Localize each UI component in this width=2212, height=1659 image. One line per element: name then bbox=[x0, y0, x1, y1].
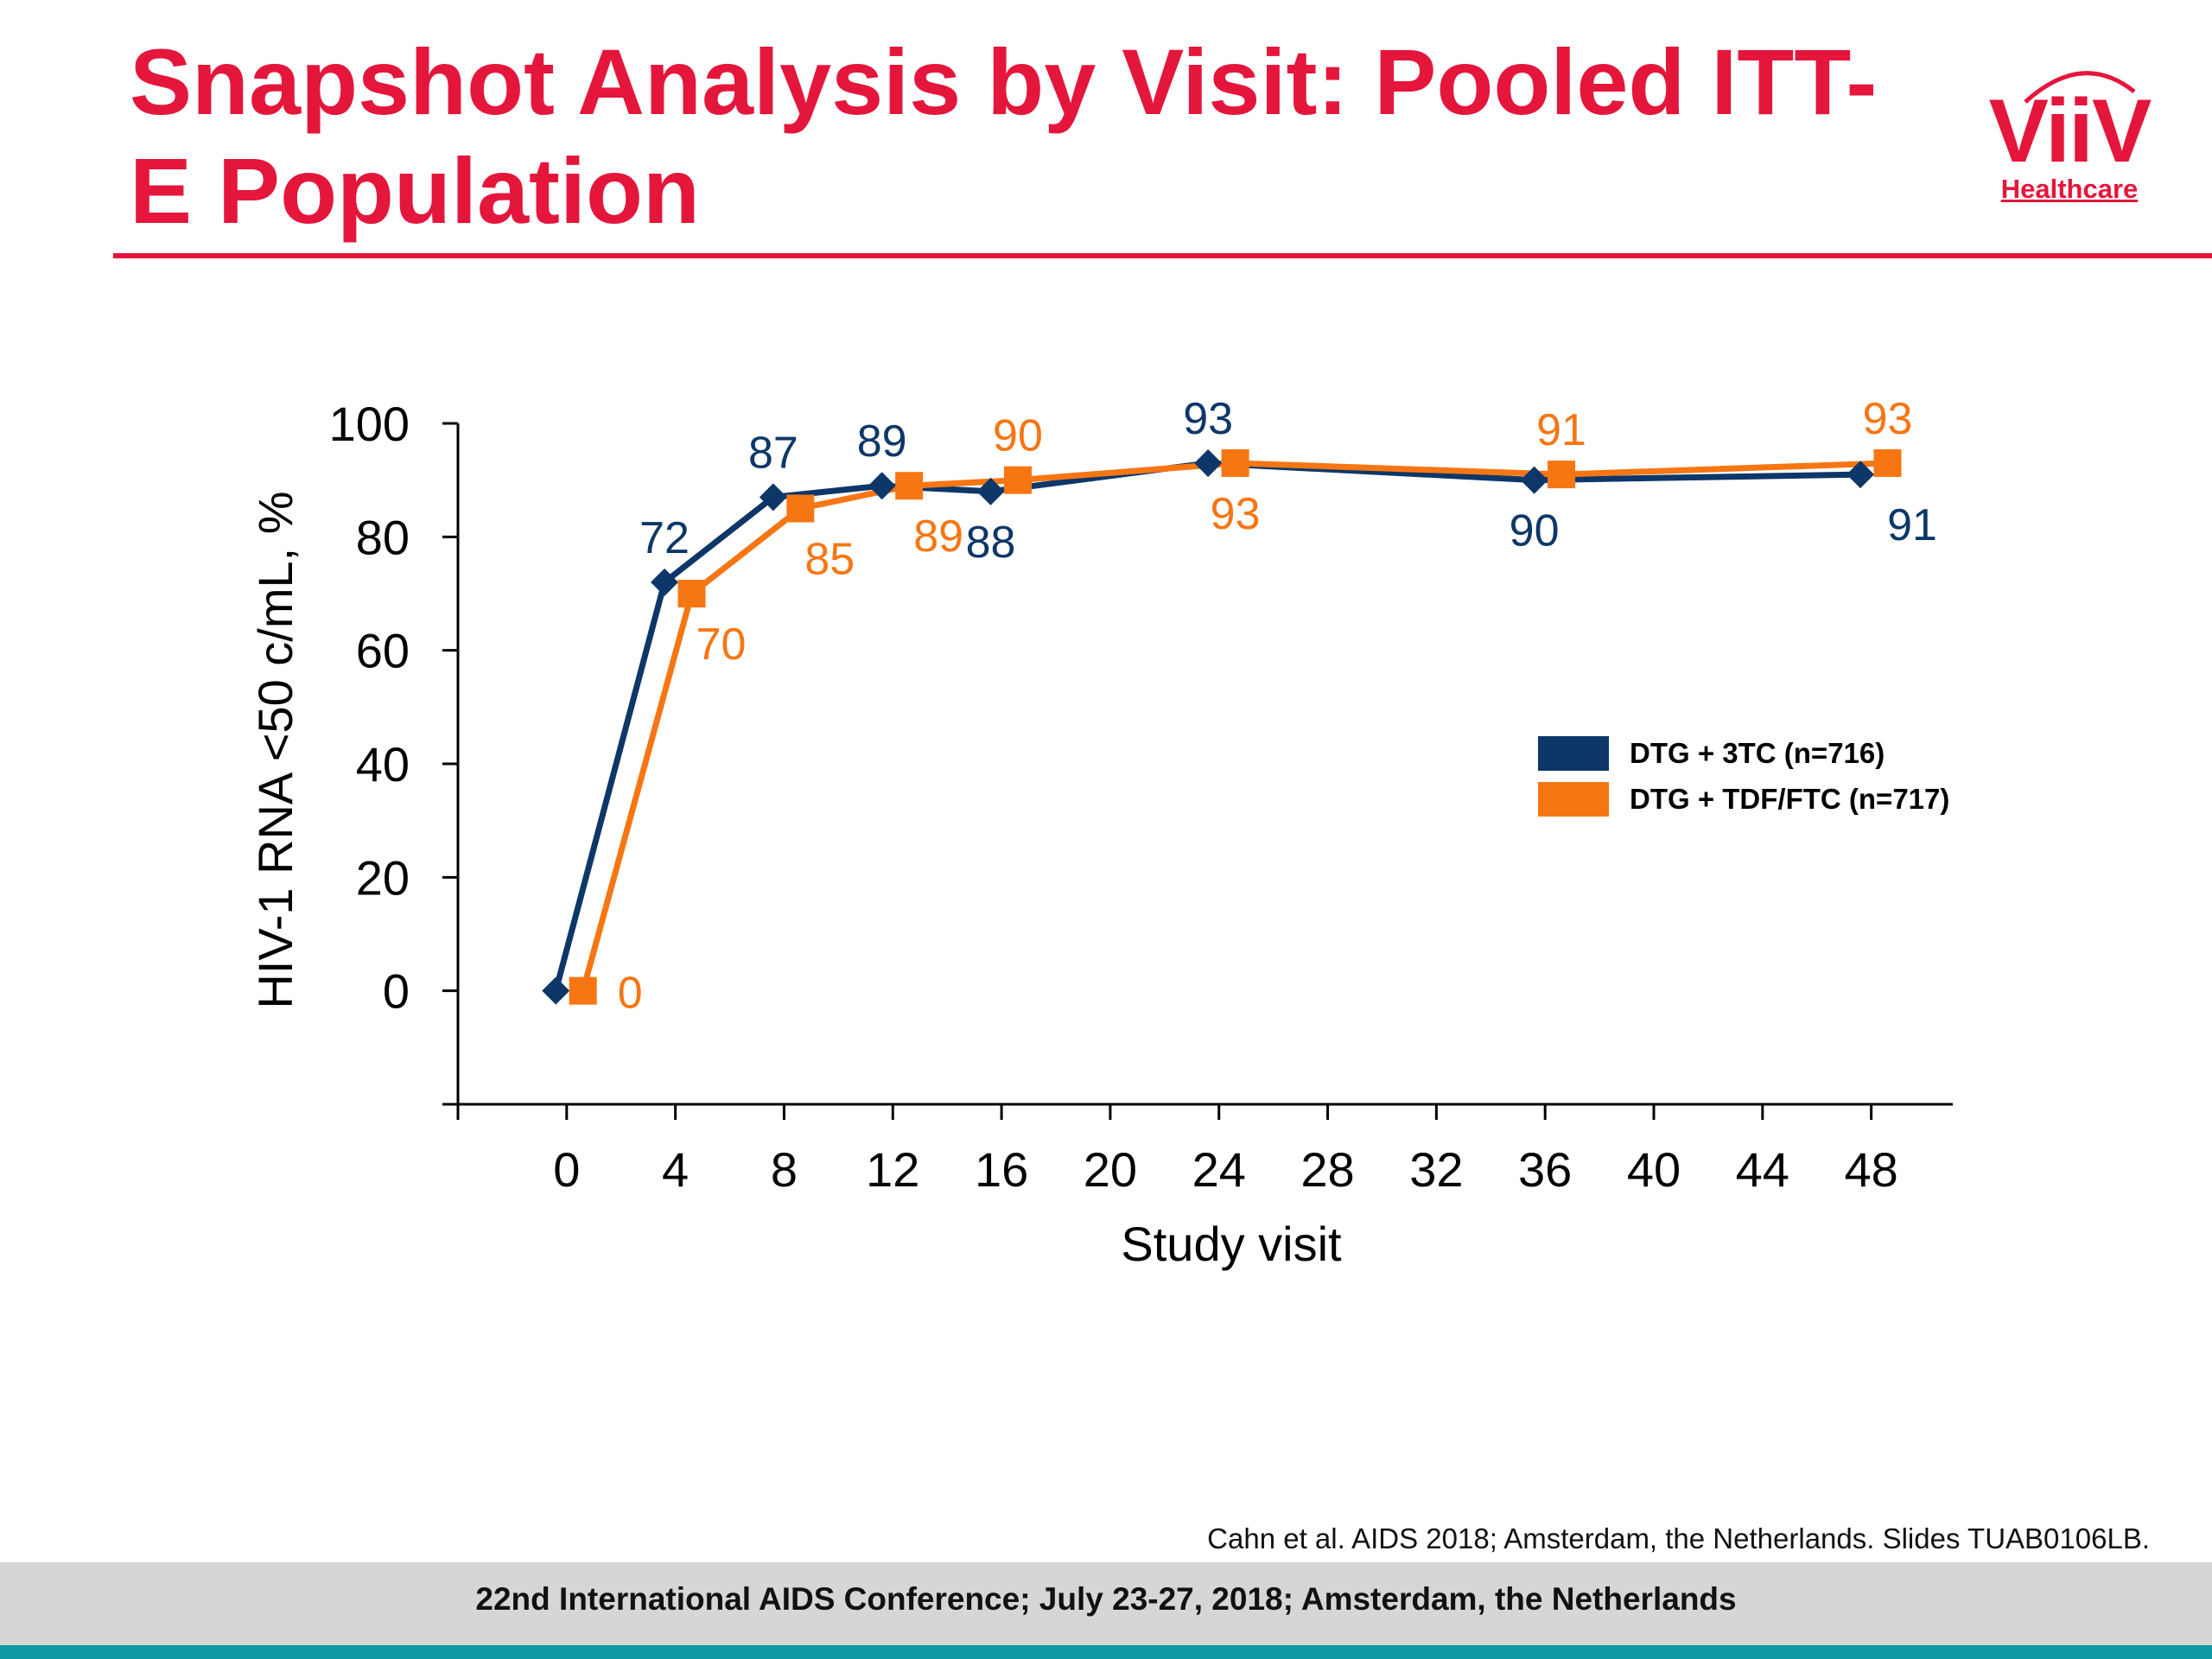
data-point-marker-series-1 bbox=[976, 477, 1005, 505]
data-point-marker-series-2 bbox=[1003, 466, 1032, 494]
data-label-series-2: 91 bbox=[1536, 405, 1586, 455]
x-tick-label: 12 bbox=[866, 1142, 919, 1197]
data-label-series-2: 0 bbox=[618, 969, 643, 1019]
x-tick-label: 40 bbox=[1627, 1142, 1681, 1197]
data-point-marker-series-2 bbox=[1548, 461, 1576, 489]
legend-label-series-1: DTG + 3TC (n=716) bbox=[1630, 737, 1885, 769]
data-label-series-1: 90 bbox=[1510, 506, 1560, 556]
logo-subtext: Healthcare bbox=[2000, 174, 2139, 204]
x-tick-label: 4 bbox=[662, 1142, 689, 1197]
legend-swatch-series-2 bbox=[1538, 782, 1609, 817]
data-point-marker-series-1 bbox=[759, 483, 787, 512]
data-point-marker-series-1 bbox=[1520, 466, 1548, 494]
data-point-marker-series-2 bbox=[895, 472, 924, 500]
data-label-series-1: 87 bbox=[748, 428, 798, 478]
data-label-series-2: 93 bbox=[1863, 394, 1913, 444]
footer-accent-strip bbox=[0, 1645, 2212, 1659]
data-label-series-2: 70 bbox=[696, 620, 747, 670]
data-label-series-1: 91 bbox=[1887, 500, 1937, 550]
legend-swatch-series-1 bbox=[1538, 736, 1609, 771]
data-point-marker-series-2 bbox=[569, 976, 597, 1005]
x-tick-label: 20 bbox=[1084, 1142, 1137, 1197]
data-point-marker-series-1 bbox=[651, 568, 679, 596]
data-point-marker-series-2 bbox=[1873, 448, 1902, 477]
y-tick-label: 80 bbox=[356, 510, 410, 564]
x-tick-label: 0 bbox=[553, 1142, 580, 1197]
y-tick-label: 0 bbox=[383, 964, 410, 1019]
x-tick-label: 8 bbox=[771, 1142, 798, 1197]
data-point-marker-series-2 bbox=[786, 494, 815, 523]
data-label-series-1: 89 bbox=[857, 416, 907, 467]
series-line-1 bbox=[552, 460, 1861, 992]
logo-wordmark: ViiV bbox=[1988, 81, 2152, 181]
legend-label-series-2: DTG + TDF/FTC (n=717) bbox=[1630, 783, 1949, 815]
series-lines bbox=[552, 460, 1888, 992]
data-label-series-2: 89 bbox=[913, 512, 963, 562]
x-tick-label: 16 bbox=[975, 1142, 1028, 1197]
chart-legend: DTG + 3TC (n=716) DTG + TDF/FTC (n=717) bbox=[1538, 736, 1949, 817]
data-label-series-1: 93 bbox=[1183, 394, 1233, 444]
data-point-marker-series-1 bbox=[1194, 448, 1223, 477]
data-point-marker-series-2 bbox=[1221, 448, 1249, 477]
x-tick-label: 32 bbox=[1409, 1142, 1463, 1197]
x-tick-label: 36 bbox=[1518, 1142, 1572, 1197]
data-label-series-1: 72 bbox=[639, 513, 690, 563]
y-axis-title: HIV-1 RNA <50 c/mL, % bbox=[248, 491, 302, 1008]
series-markers bbox=[542, 448, 1902, 1005]
data-point-marker-series-2 bbox=[677, 580, 706, 607]
data-point-marker-series-1 bbox=[1847, 461, 1875, 489]
data-point-marker-series-1 bbox=[868, 472, 896, 500]
logo-arc-icon bbox=[2024, 71, 2136, 104]
data-point-marker-series-1 bbox=[542, 976, 570, 1005]
x-tick-label: 48 bbox=[1844, 1142, 1897, 1197]
y-tick-label: 40 bbox=[356, 737, 410, 791]
y-tick-label: 60 bbox=[356, 624, 410, 678]
x-tick-label: 44 bbox=[1736, 1142, 1789, 1197]
citation-text: Cahn et al. AIDS 2018; Amsterdam, the Ne… bbox=[1207, 1522, 2150, 1554]
x-axis-title: Study visit bbox=[1121, 1217, 1342, 1271]
data-label-series-2: 90 bbox=[993, 411, 1043, 461]
y-tick-label: 20 bbox=[356, 850, 410, 905]
viiv-logo: ViiV Healthcare bbox=[1980, 54, 2158, 209]
data-label-series-2: 85 bbox=[804, 535, 855, 585]
slide-title: Snapshot Analysis by Visit: Pooled ITT-E… bbox=[130, 29, 1878, 243]
x-tick-label: 24 bbox=[1192, 1142, 1246, 1197]
series-line-2 bbox=[580, 460, 1888, 992]
footer-bar bbox=[0, 1562, 2212, 1645]
title-divider bbox=[113, 253, 2212, 258]
y-tick-label: 100 bbox=[329, 397, 410, 451]
footer-text: 22nd International AIDS Conference; July… bbox=[475, 1581, 1737, 1617]
data-label-series-2: 93 bbox=[1211, 489, 1261, 539]
x-tick-label: 28 bbox=[1300, 1142, 1354, 1197]
data-label-series-1: 88 bbox=[966, 518, 1016, 568]
